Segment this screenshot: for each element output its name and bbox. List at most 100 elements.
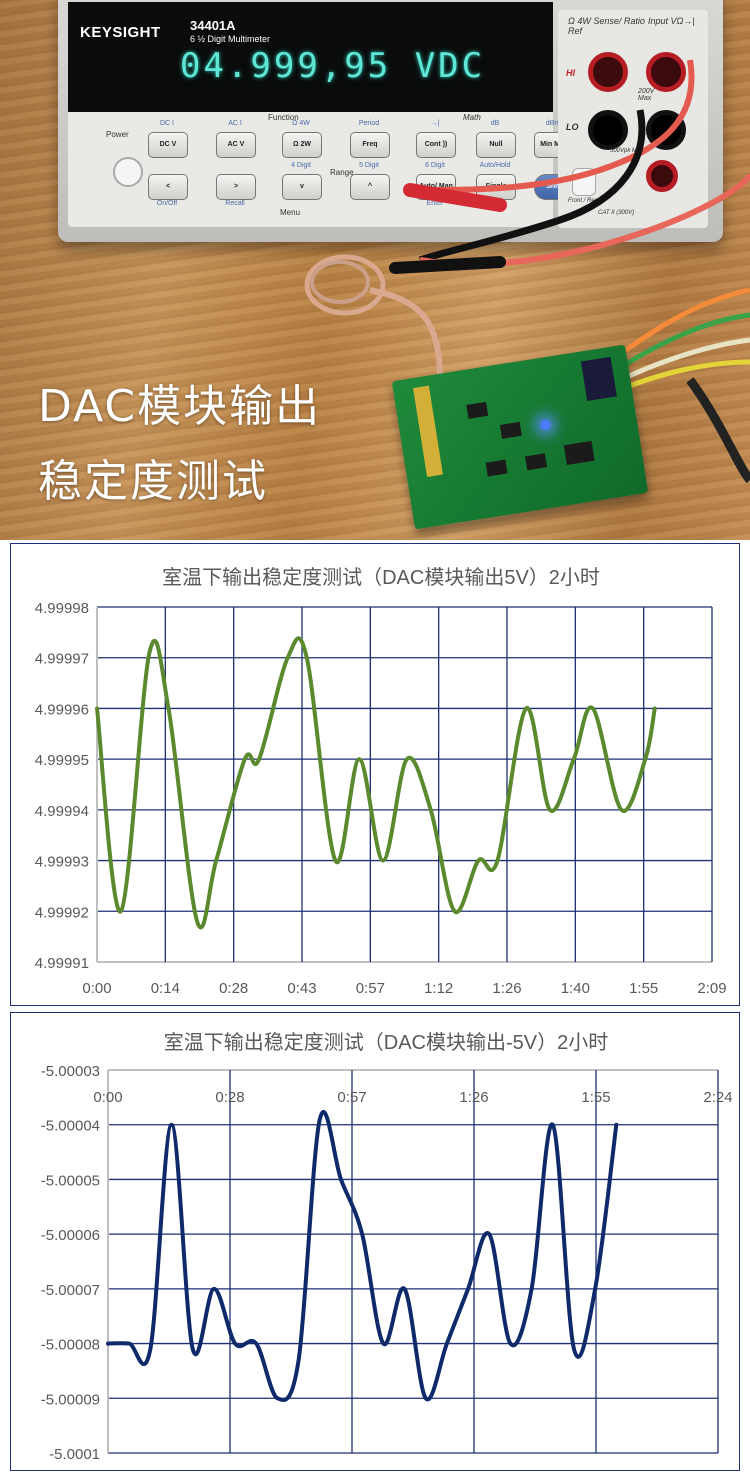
sub-label: Enter <box>426 200 444 207</box>
input-hi-terminal <box>646 52 686 92</box>
black-alligator-clip <box>389 256 506 274</box>
x-tick-label: 0:57 <box>337 1089 366 1106</box>
blue-led <box>539 419 552 431</box>
front-rear-label: Front / Rear <box>568 198 601 204</box>
sense-hi-terminal <box>588 52 628 92</box>
y-tick-label: 4.99997 <box>35 651 89 668</box>
x-tick-label: 0:28 <box>215 1089 244 1106</box>
y-tick-label: -5.00009 <box>41 1391 100 1408</box>
red-alligator-clip <box>403 183 507 212</box>
x-tick-label: 0:43 <box>287 980 316 997</box>
row1-button-5: Null <box>476 132 516 158</box>
model-label: 34401A <box>190 18 236 33</box>
y-tick-label: 4.99996 <box>35 701 89 718</box>
hi-label: HI <box>566 68 575 78</box>
y-tick-label: -5.00006 <box>41 1227 100 1244</box>
header-connector <box>580 356 617 402</box>
x-tick-label: 2:09 <box>697 980 726 997</box>
sense-lo-terminal <box>588 110 628 150</box>
input-label: Input VΩ→| <box>648 16 695 26</box>
y-tick-label: 4.99994 <box>35 803 89 820</box>
menu-group-label: Menu <box>280 208 301 217</box>
power-button <box>113 157 143 187</box>
series-line <box>106 1109 619 1402</box>
series-line <box>95 636 657 930</box>
shift-label: →| <box>430 120 440 127</box>
chart-neg5v-stability: 室温下输出稳定度测试（DAC模块输出-5V）2小时 -5.00003 -5.000… <box>10 1012 740 1471</box>
row1-button-4: Cont )) <box>416 132 456 158</box>
shift-label: AC I <box>228 120 242 127</box>
shift-label: Period <box>358 120 380 127</box>
row2-button-3: ^ <box>350 174 390 200</box>
shift-label: 5 Digit <box>359 162 379 169</box>
row1-button-2: Ω 2W <box>282 132 322 158</box>
x-tick-label: 1:12 <box>424 980 453 997</box>
max500-label: 500Vpk Max <box>610 148 644 154</box>
x-tick-label: 1:26 <box>459 1089 488 1106</box>
x-tick-label: 2:24 <box>703 1089 732 1106</box>
y-tick-label: 4.99995 <box>35 752 89 769</box>
row1-button-3: Freq <box>350 132 390 158</box>
y-tick-label: -5.0001 <box>49 1446 100 1463</box>
chart-neg5v-svg: 室温下输出稳定度测试（DAC模块输出-5V）2小时 -5.00003 -5.000… <box>41 1031 733 1463</box>
chart-title: 室温下输出稳定度测试（DAC模块输出-5V）2小时 <box>164 1031 608 1054</box>
math-group-label: Math <box>463 113 481 122</box>
red-cable <box>429 59 695 193</box>
function-group-label: Function <box>268 113 299 122</box>
shift-label: dB <box>490 120 500 127</box>
voltage-readout: 04.999,95 VDC <box>180 46 486 86</box>
y-tick-label: -5.00008 <box>41 1337 100 1354</box>
row1-button-0: DC V <box>148 132 188 158</box>
x-tick-label: 1:40 <box>561 980 590 997</box>
sub-label: Recall <box>225 200 245 207</box>
y-tick-label: -5.00007 <box>41 1282 100 1299</box>
x-tick-label: 0:00 <box>93 1089 122 1106</box>
shift-label: Auto/Hold <box>479 162 511 169</box>
y-tick-label: -5.00004 <box>41 1118 100 1135</box>
current-terminal <box>646 160 678 192</box>
shift-label: 4 Digit <box>291 162 311 169</box>
multimeter: KEYSIGHT 34401A 6 ½ Digit Multimeter 04.… <box>58 0 723 242</box>
overlay-title-line2: 稳定度测试 <box>38 456 268 507</box>
x-tick-label: 0:00 <box>82 980 111 997</box>
row2-button-2: v <box>282 174 322 200</box>
shift-label: DC I <box>160 120 174 127</box>
shift-label: Ω 4W <box>292 120 310 127</box>
multimeter-display: KEYSIGHT 34401A 6 ½ Digit Multimeter 04.… <box>68 2 553 112</box>
x-tick-label: 1:55 <box>581 1089 610 1106</box>
shift-label: 6 Digit <box>425 162 445 169</box>
y-tick-label: 4.99992 <box>35 904 89 921</box>
y-tick-label: 4.99998 <box>35 600 89 617</box>
shift-label: dBm <box>545 120 561 127</box>
range-group-label: Range <box>330 168 354 177</box>
x-tick-label: 0:14 <box>151 980 180 997</box>
row2-button-0: < <box>148 174 188 200</box>
overlay-title-line1: DAC模块输出 <box>38 381 322 432</box>
chart-title: 室温下输出稳定度测试（DAC模块输出5V）2小时 <box>162 566 600 589</box>
sma-connector <box>413 385 443 478</box>
chart-5v-svg: 室温下输出稳定度测试（DAC模块输出5V）2小时 4.99998 4.99997 4… <box>35 566 727 997</box>
chart-5v-stability: 室温下输出稳定度测试（DAC模块输出5V）2小时 4.99998 4.99997 4… <box>10 543 740 1006</box>
max200-label: 200V Max <box>638 88 655 102</box>
y-tick-label: 4.99991 <box>35 955 89 972</box>
cat-label: CAT II (300V) <box>598 210 635 216</box>
black-cable <box>418 109 646 264</box>
y-tick-label: -5.00003 <box>41 1063 100 1080</box>
sub-label: On/Off <box>156 200 178 207</box>
y-tick-label: 4.99993 <box>35 854 89 871</box>
photo-multimeter-dac-test: KEYSIGHT 34401A 6 ½ Digit Multimeter 04.… <box>0 0 750 540</box>
x-tick-label: 0:57 <box>356 980 385 997</box>
lo-label: LO <box>566 122 579 132</box>
x-tick-label: 1:26 <box>492 980 521 997</box>
row2-button-1: > <box>216 174 256 200</box>
x-tick-label: 0:28 <box>219 980 248 997</box>
model-subtitle: 6 ½ Digit Multimeter <box>190 34 271 44</box>
y-tick-label: -5.00005 <box>41 1172 100 1189</box>
coax-coil <box>304 254 386 316</box>
sense-label: Ω 4W Sense/ Ratio Ref <box>568 16 645 36</box>
coax-cable <box>369 287 443 381</box>
power-label: Power <box>106 130 129 139</box>
brand-logo: KEYSIGHT <box>80 24 161 41</box>
x-tick-label: 1:55 <box>629 980 658 997</box>
row1-button-1: AC V <box>216 132 256 158</box>
